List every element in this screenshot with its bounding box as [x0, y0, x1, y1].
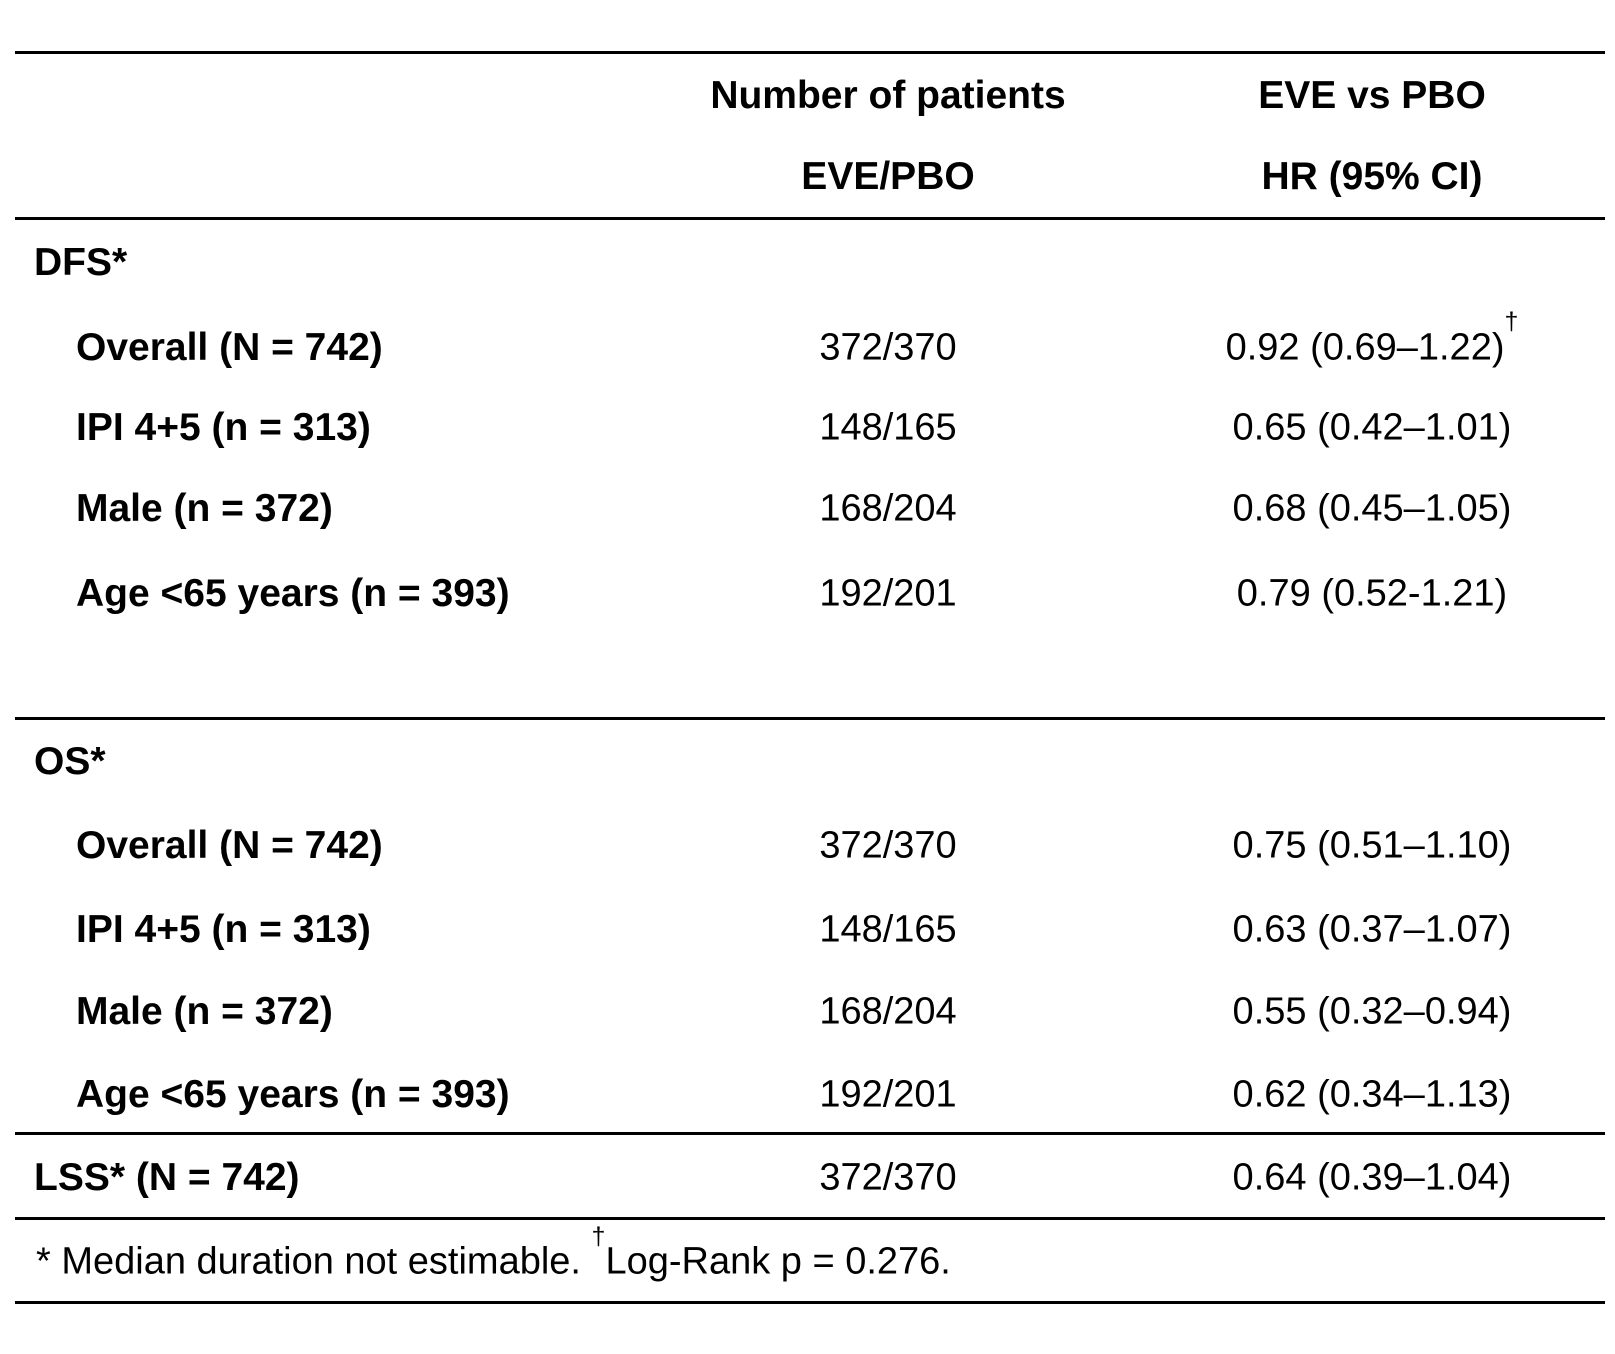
header-patients-line1: Number of patients [710, 74, 1066, 117]
table-rule-bottom [15, 1301, 1605, 1304]
hr-value: 0.92 (0.69–1.22)† [1225, 309, 1519, 370]
patients-value: 372/370 [819, 1156, 957, 1199]
patients-value: 148/165 [819, 908, 957, 951]
hr-text: 0.92 (0.69–1.22) [1225, 326, 1505, 369]
footnote-logrank-note: Log-Rank p = 0.276. [605, 1240, 951, 1283]
hr-value: 0.55 (0.32–0.94) [1232, 990, 1512, 1033]
section-title-os: OS* [34, 740, 106, 783]
hr-value: 0.63 (0.37–1.07) [1232, 908, 1512, 951]
row-label: Age <65 years (n = 393) [76, 1073, 510, 1116]
table-rule-below-header [15, 217, 1605, 220]
hr-value: 0.64 (0.39–1.04) [1232, 1156, 1512, 1199]
patients-value: 192/201 [819, 1073, 957, 1116]
patients-value: 192/201 [819, 572, 957, 615]
hr-value: 0.79 (0.52-1.21) [1236, 572, 1508, 615]
footnote-asterisk-note: * Median duration not estimable. [36, 1240, 592, 1283]
patients-value: 168/204 [819, 487, 957, 530]
patients-value: 168/204 [819, 990, 957, 1033]
table-footnote: * Median duration not estimable. †Log-Ra… [36, 1224, 951, 1284]
section-title-dfs: DFS* [34, 241, 128, 284]
row-label: LSS* (N = 742) [34, 1156, 300, 1199]
table-rule-above-lss [15, 1132, 1605, 1135]
row-label: Age <65 years (n = 393) [76, 572, 510, 615]
hr-value: 0.62 (0.34–1.13) [1232, 1073, 1512, 1116]
hr-value: 0.75 (0.51–1.10) [1232, 824, 1512, 867]
patients-value: 148/165 [819, 406, 957, 449]
row-label: Male (n = 372) [76, 487, 333, 530]
table-rule-top [15, 51, 1605, 54]
row-label: Male (n = 372) [76, 990, 333, 1033]
dagger-superscript: † [1504, 307, 1519, 336]
header-hr-line2: HR (95% CI) [1261, 155, 1483, 198]
row-label: Overall (N = 742) [76, 824, 383, 867]
dagger-superscript: † [591, 1222, 606, 1251]
header-hr-line1: EVE vs PBO [1258, 74, 1486, 117]
table-rule-below-lss [15, 1217, 1605, 1220]
row-label: Overall (N = 742) [76, 326, 383, 369]
row-label: IPI 4+5 (n = 313) [76, 406, 371, 449]
hr-value: 0.65 (0.42–1.01) [1232, 406, 1512, 449]
patients-value: 372/370 [819, 824, 957, 867]
table-rule-above-os [15, 717, 1605, 720]
row-label: IPI 4+5 (n = 313) [76, 908, 371, 951]
hr-value: 0.68 (0.45–1.05) [1232, 487, 1512, 530]
header-patients-line2: EVE/PBO [801, 155, 975, 198]
patients-value: 372/370 [819, 326, 957, 369]
